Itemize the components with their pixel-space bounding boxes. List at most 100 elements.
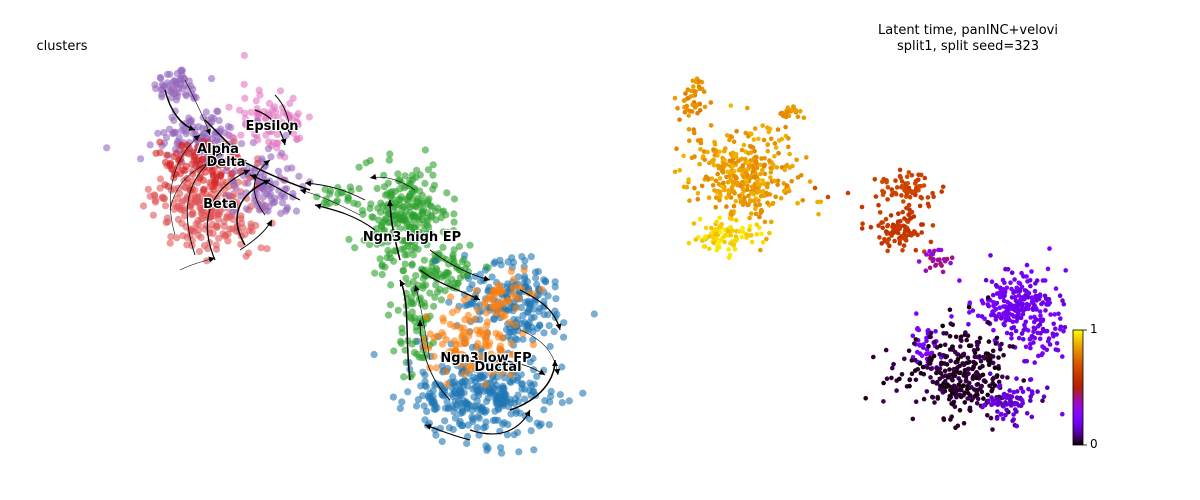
cell-point: [1043, 296, 1049, 302]
cell-point: [989, 279, 995, 285]
cell-point: [433, 288, 442, 296]
cell-point: [504, 402, 513, 411]
cell-point: [396, 404, 404, 412]
cell-point: [741, 142, 747, 148]
cell-point: [744, 178, 749, 183]
cell-point: [427, 271, 435, 280]
cell-point: [418, 216, 426, 224]
cell-point: [942, 378, 948, 384]
cell-point: [552, 295, 560, 303]
cell-point: [169, 165, 177, 173]
cell-point: [1028, 341, 1033, 347]
cell-point: [712, 153, 718, 158]
cell-point: [871, 354, 876, 360]
cell-point: [398, 324, 406, 332]
cell-point: [1027, 337, 1033, 342]
cell-point: [879, 241, 884, 246]
cell-point: [927, 334, 932, 340]
cell-point: [449, 373, 457, 381]
cell-point: [913, 337, 919, 342]
cell-point: [730, 228, 735, 233]
cell-point: [762, 219, 768, 225]
cell-point: [801, 115, 807, 121]
cell-point: [930, 190, 935, 196]
cell-point: [695, 110, 700, 116]
cell-point: [551, 283, 559, 291]
cell-point: [439, 228, 447, 236]
cell-point: [1022, 359, 1027, 364]
cell-point: [443, 189, 451, 197]
cell-point: [282, 131, 290, 140]
cell-point: [190, 153, 198, 161]
cell-point: [199, 137, 207, 146]
cell-point: [994, 416, 1000, 421]
cell-point: [438, 340, 447, 348]
cell-point: [733, 199, 739, 204]
cell-point: [758, 247, 763, 253]
cell-point: [396, 225, 404, 233]
cell-point: [406, 365, 414, 373]
cell-point: [989, 402, 994, 408]
cell-point: [872, 177, 878, 182]
cell-point: [381, 226, 389, 234]
cell-point: [739, 147, 745, 153]
cell-point: [975, 346, 980, 352]
cell-point: [500, 391, 509, 399]
cell-point: [928, 239, 934, 245]
cell-point: [727, 216, 733, 221]
cell-point: [764, 190, 769, 196]
cell-point: [538, 285, 546, 293]
cell-point: [768, 170, 774, 175]
cell-point: [743, 170, 749, 175]
cell-point: [972, 350, 978, 356]
cell-point: [518, 253, 526, 261]
cell-point: [988, 253, 993, 258]
cell-point: [932, 339, 937, 345]
cell-point: [1026, 302, 1032, 308]
cell-point: [445, 424, 453, 432]
streamline-arrowhead: [305, 180, 312, 187]
cell-point: [781, 188, 787, 194]
cell-point: [748, 175, 754, 181]
cell-point: [925, 195, 931, 200]
cell-point: [565, 397, 573, 405]
cell-point: [296, 134, 304, 142]
cell-point: [899, 179, 905, 184]
cell-point: [772, 178, 777, 184]
cell-point: [232, 184, 240, 192]
cell-point: [775, 182, 780, 187]
cell-point: [216, 161, 224, 170]
cell-point: [890, 365, 895, 371]
cell-point: [722, 232, 728, 238]
streamline-arrowhead: [315, 203, 322, 210]
cell-point: [688, 94, 694, 99]
cell-point: [739, 156, 745, 162]
cell-point: [880, 179, 885, 185]
latent-time-subtitle: split1, split seed=323: [896, 39, 1040, 54]
cell-point: [885, 240, 890, 246]
cell-point: [923, 268, 929, 274]
cell-point: [373, 184, 381, 193]
cell-point: [439, 243, 447, 251]
cell-point: [944, 331, 949, 336]
cell-point: [977, 335, 983, 341]
cell-point: [460, 324, 468, 332]
cell-point: [684, 103, 690, 109]
cell-point: [717, 176, 723, 181]
cell-point: [946, 396, 952, 402]
cell-point: [947, 367, 952, 372]
cell-point: [913, 179, 919, 184]
cell-point: [966, 359, 972, 365]
cell-point: [690, 102, 695, 108]
cell-point: [714, 219, 719, 225]
cell-point: [160, 129, 168, 137]
cell-point: [484, 287, 492, 295]
cell-point: [909, 358, 915, 363]
cell-point: [880, 220, 885, 225]
cell-point: [745, 105, 750, 111]
cell-point: [677, 117, 682, 122]
cell-point: [156, 175, 165, 183]
cell-point: [812, 185, 818, 191]
cell-point: [957, 392, 962, 398]
cell-point: [767, 230, 772, 236]
